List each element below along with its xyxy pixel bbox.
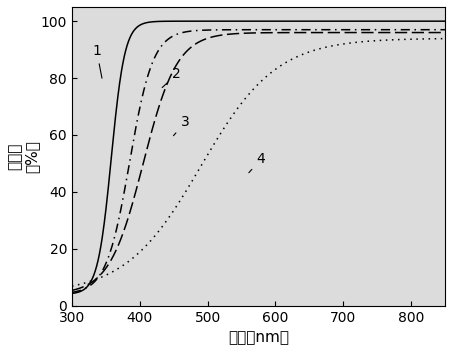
Text: 3: 3: [173, 115, 189, 136]
Text: 4: 4: [249, 152, 265, 173]
Y-axis label: 反射率
（%）: 反射率 （%）: [7, 140, 39, 173]
Text: 2: 2: [162, 67, 181, 88]
Text: 1: 1: [92, 44, 102, 78]
X-axis label: 波长（nm）: 波长（nm）: [227, 330, 288, 345]
